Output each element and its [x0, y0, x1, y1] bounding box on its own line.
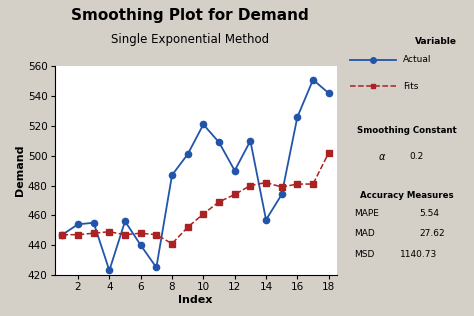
X-axis label: Index: Index [178, 295, 213, 305]
Text: Accuracy Measures: Accuracy Measures [360, 191, 453, 200]
Text: 0.2: 0.2 [409, 152, 423, 161]
Text: 1140.73: 1140.73 [400, 250, 438, 259]
Text: MAPE: MAPE [354, 209, 379, 218]
Text: α: α [379, 152, 385, 162]
Text: 5.54: 5.54 [419, 209, 439, 218]
Y-axis label: Demand: Demand [15, 145, 25, 196]
Text: Smoothing Plot for Demand: Smoothing Plot for Demand [71, 8, 309, 23]
Text: MAD: MAD [354, 229, 374, 238]
Text: Actual: Actual [403, 55, 431, 64]
Text: Smoothing Constant: Smoothing Constant [356, 126, 456, 135]
Text: 27.62: 27.62 [419, 229, 445, 238]
Text: Variable: Variable [415, 37, 456, 46]
Text: Fits: Fits [403, 82, 418, 90]
Text: Single Exponential Method: Single Exponential Method [110, 33, 269, 46]
Text: MSD: MSD [354, 250, 374, 259]
